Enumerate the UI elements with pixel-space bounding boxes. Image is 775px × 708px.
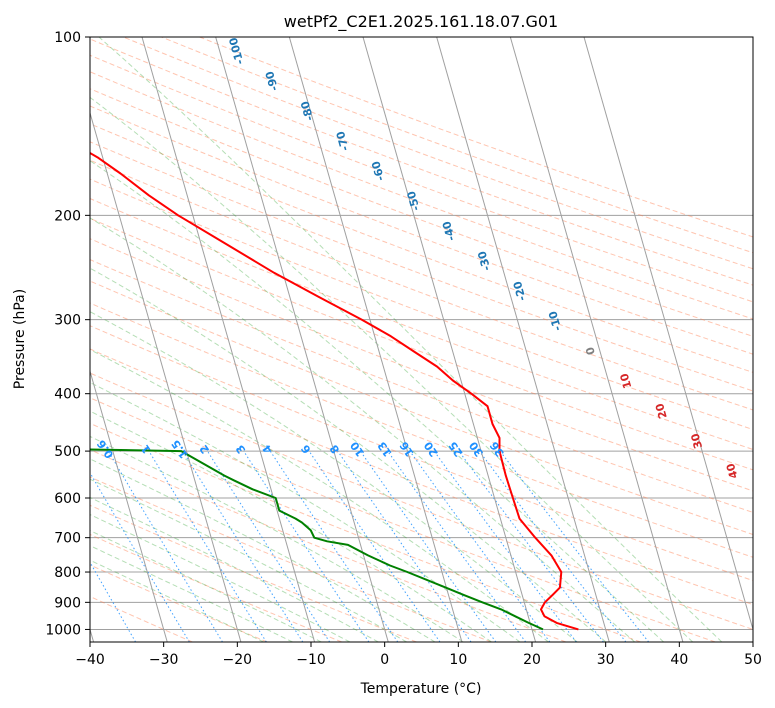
x-tick-label: 0 — [380, 652, 389, 668]
dry-adiabat — [90, 302, 753, 558]
isotherm-gridline — [583, 37, 753, 632]
dry-adiabat — [90, 217, 753, 471]
profile-lines — [90, 151, 579, 631]
moist-adiabat — [90, 514, 351, 642]
x-axis-label: Temperature (°C) — [360, 681, 482, 697]
x-tick-label: 40 — [670, 652, 688, 668]
mixing-ratio-line — [207, 450, 331, 642]
moist-adiabat — [90, 311, 578, 642]
mixing-ratio-line — [107, 450, 223, 642]
isotherm-gridline — [288, 37, 463, 642]
moist-adiabat — [90, 349, 549, 642]
mixing-ratio-line — [90, 561, 137, 642]
y-tick-label: 500 — [54, 444, 81, 460]
x-tick-label: −40 — [75, 652, 105, 668]
dry-adiabat — [90, 105, 753, 355]
plot-frame — [89, 36, 754, 643]
y-tick-label: 300 — [54, 313, 81, 329]
isotherm-label: -70 — [334, 129, 352, 152]
isotherm-label: -80 — [298, 99, 316, 122]
dry-adiabat — [90, 197, 753, 450]
dry-adiabat — [90, 123, 753, 373]
moist-adiabat — [90, 410, 492, 642]
mixing-ratio-line — [458, 450, 604, 642]
isotherm-label: -60 — [369, 159, 387, 182]
dry-adiabat — [90, 325, 753, 582]
isotherm-gridline — [215, 37, 389, 642]
y-tick-label: 800 — [54, 565, 81, 581]
isotherm-label: 20 — [653, 401, 670, 420]
dry-adiabat — [90, 259, 753, 513]
moist-adiabat — [90, 381, 521, 642]
isotherm-label: -30 — [475, 249, 493, 272]
dry-adiabat — [90, 533, 342, 642]
x-tick-label: −30 — [149, 652, 179, 668]
isotherm-gridline — [362, 37, 537, 642]
isotherm-gridline — [509, 37, 684, 642]
moist-adiabat — [90, 559, 265, 642]
mixing-ratio-line — [308, 450, 441, 642]
moist-adiabat — [90, 545, 293, 642]
y-tick-label: 900 — [54, 595, 81, 611]
dry-adiabat — [161, 37, 753, 254]
mixing-ratio-line — [90, 471, 190, 642]
isotherm-gridline — [436, 37, 610, 642]
dry-adiabat — [90, 38, 753, 286]
moist-adiabat — [90, 435, 464, 642]
y-tick-label: 1000 — [45, 622, 81, 638]
moist-adiabat — [90, 160, 665, 642]
mixing-ratio-line — [148, 450, 267, 642]
isotherm-gridline — [90, 369, 168, 642]
isotherm-gridline — [90, 111, 242, 642]
dry-adiabat — [123, 37, 753, 270]
y-tick-label: 400 — [54, 387, 81, 403]
moist-adiabat — [90, 478, 407, 642]
isotherm-label: 30 — [688, 431, 705, 450]
chart-title: wetPf2_C2E1.2025.161.18.07.G01 — [284, 12, 558, 32]
y-tick-label: 200 — [54, 208, 81, 224]
isotherm-label: 40 — [724, 461, 741, 480]
isotherm-label: -10 — [546, 309, 564, 332]
isotherm-gridline — [141, 37, 316, 642]
dry-adiabat — [90, 159, 753, 411]
mixing-ratio-line — [478, 450, 627, 642]
x-tick-label: 20 — [523, 652, 541, 668]
dry-adiabat — [90, 238, 753, 492]
y-tick-label: 700 — [54, 531, 81, 547]
x-tick-label: 50 — [744, 652, 762, 668]
moist-adiabat — [98, 37, 723, 642]
mixing-ratio-line — [499, 450, 650, 642]
dewpoint-profile — [90, 448, 544, 631]
isotherm-label: -40 — [440, 219, 458, 242]
isotherm-label: -90 — [263, 69, 281, 92]
moist-adiabat — [90, 458, 436, 642]
dry-adiabat — [90, 504, 417, 642]
y-tick-label: 100 — [54, 30, 81, 46]
axis-ticks: −40 −30 −20 −10 0 10 20 30 40 5010020030040050060… — [45, 30, 762, 668]
moist-adiabat — [90, 217, 636, 642]
mixing-ratio-line — [433, 450, 577, 642]
isotherm-label: 10 — [618, 371, 635, 390]
dry-adiabat — [90, 476, 492, 642]
x-tick-label: 30 — [597, 652, 615, 668]
moist-adiabat — [90, 496, 379, 642]
dry-adiabat — [90, 88, 753, 337]
isotherm-label: -20 — [511, 279, 529, 302]
moist-adiabat — [90, 267, 607, 642]
background-lines — [90, 37, 753, 642]
y-axis-label: Pressure (hPa) — [12, 289, 28, 389]
x-tick-label: −10 — [296, 652, 326, 668]
mixing-ratio-line — [387, 450, 527, 642]
y-tick-label: 600 — [54, 491, 81, 507]
moist-adiabat — [90, 96, 694, 642]
x-tick-label: 10 — [449, 652, 467, 668]
isotherm-label: -50 — [405, 189, 423, 212]
temperature-profile — [90, 151, 579, 631]
isotherm-label: 0 — [583, 345, 598, 356]
x-tick-label: −20 — [223, 652, 253, 668]
mixing-ratio-line — [182, 450, 304, 642]
mixing-ratio-line — [337, 450, 472, 642]
